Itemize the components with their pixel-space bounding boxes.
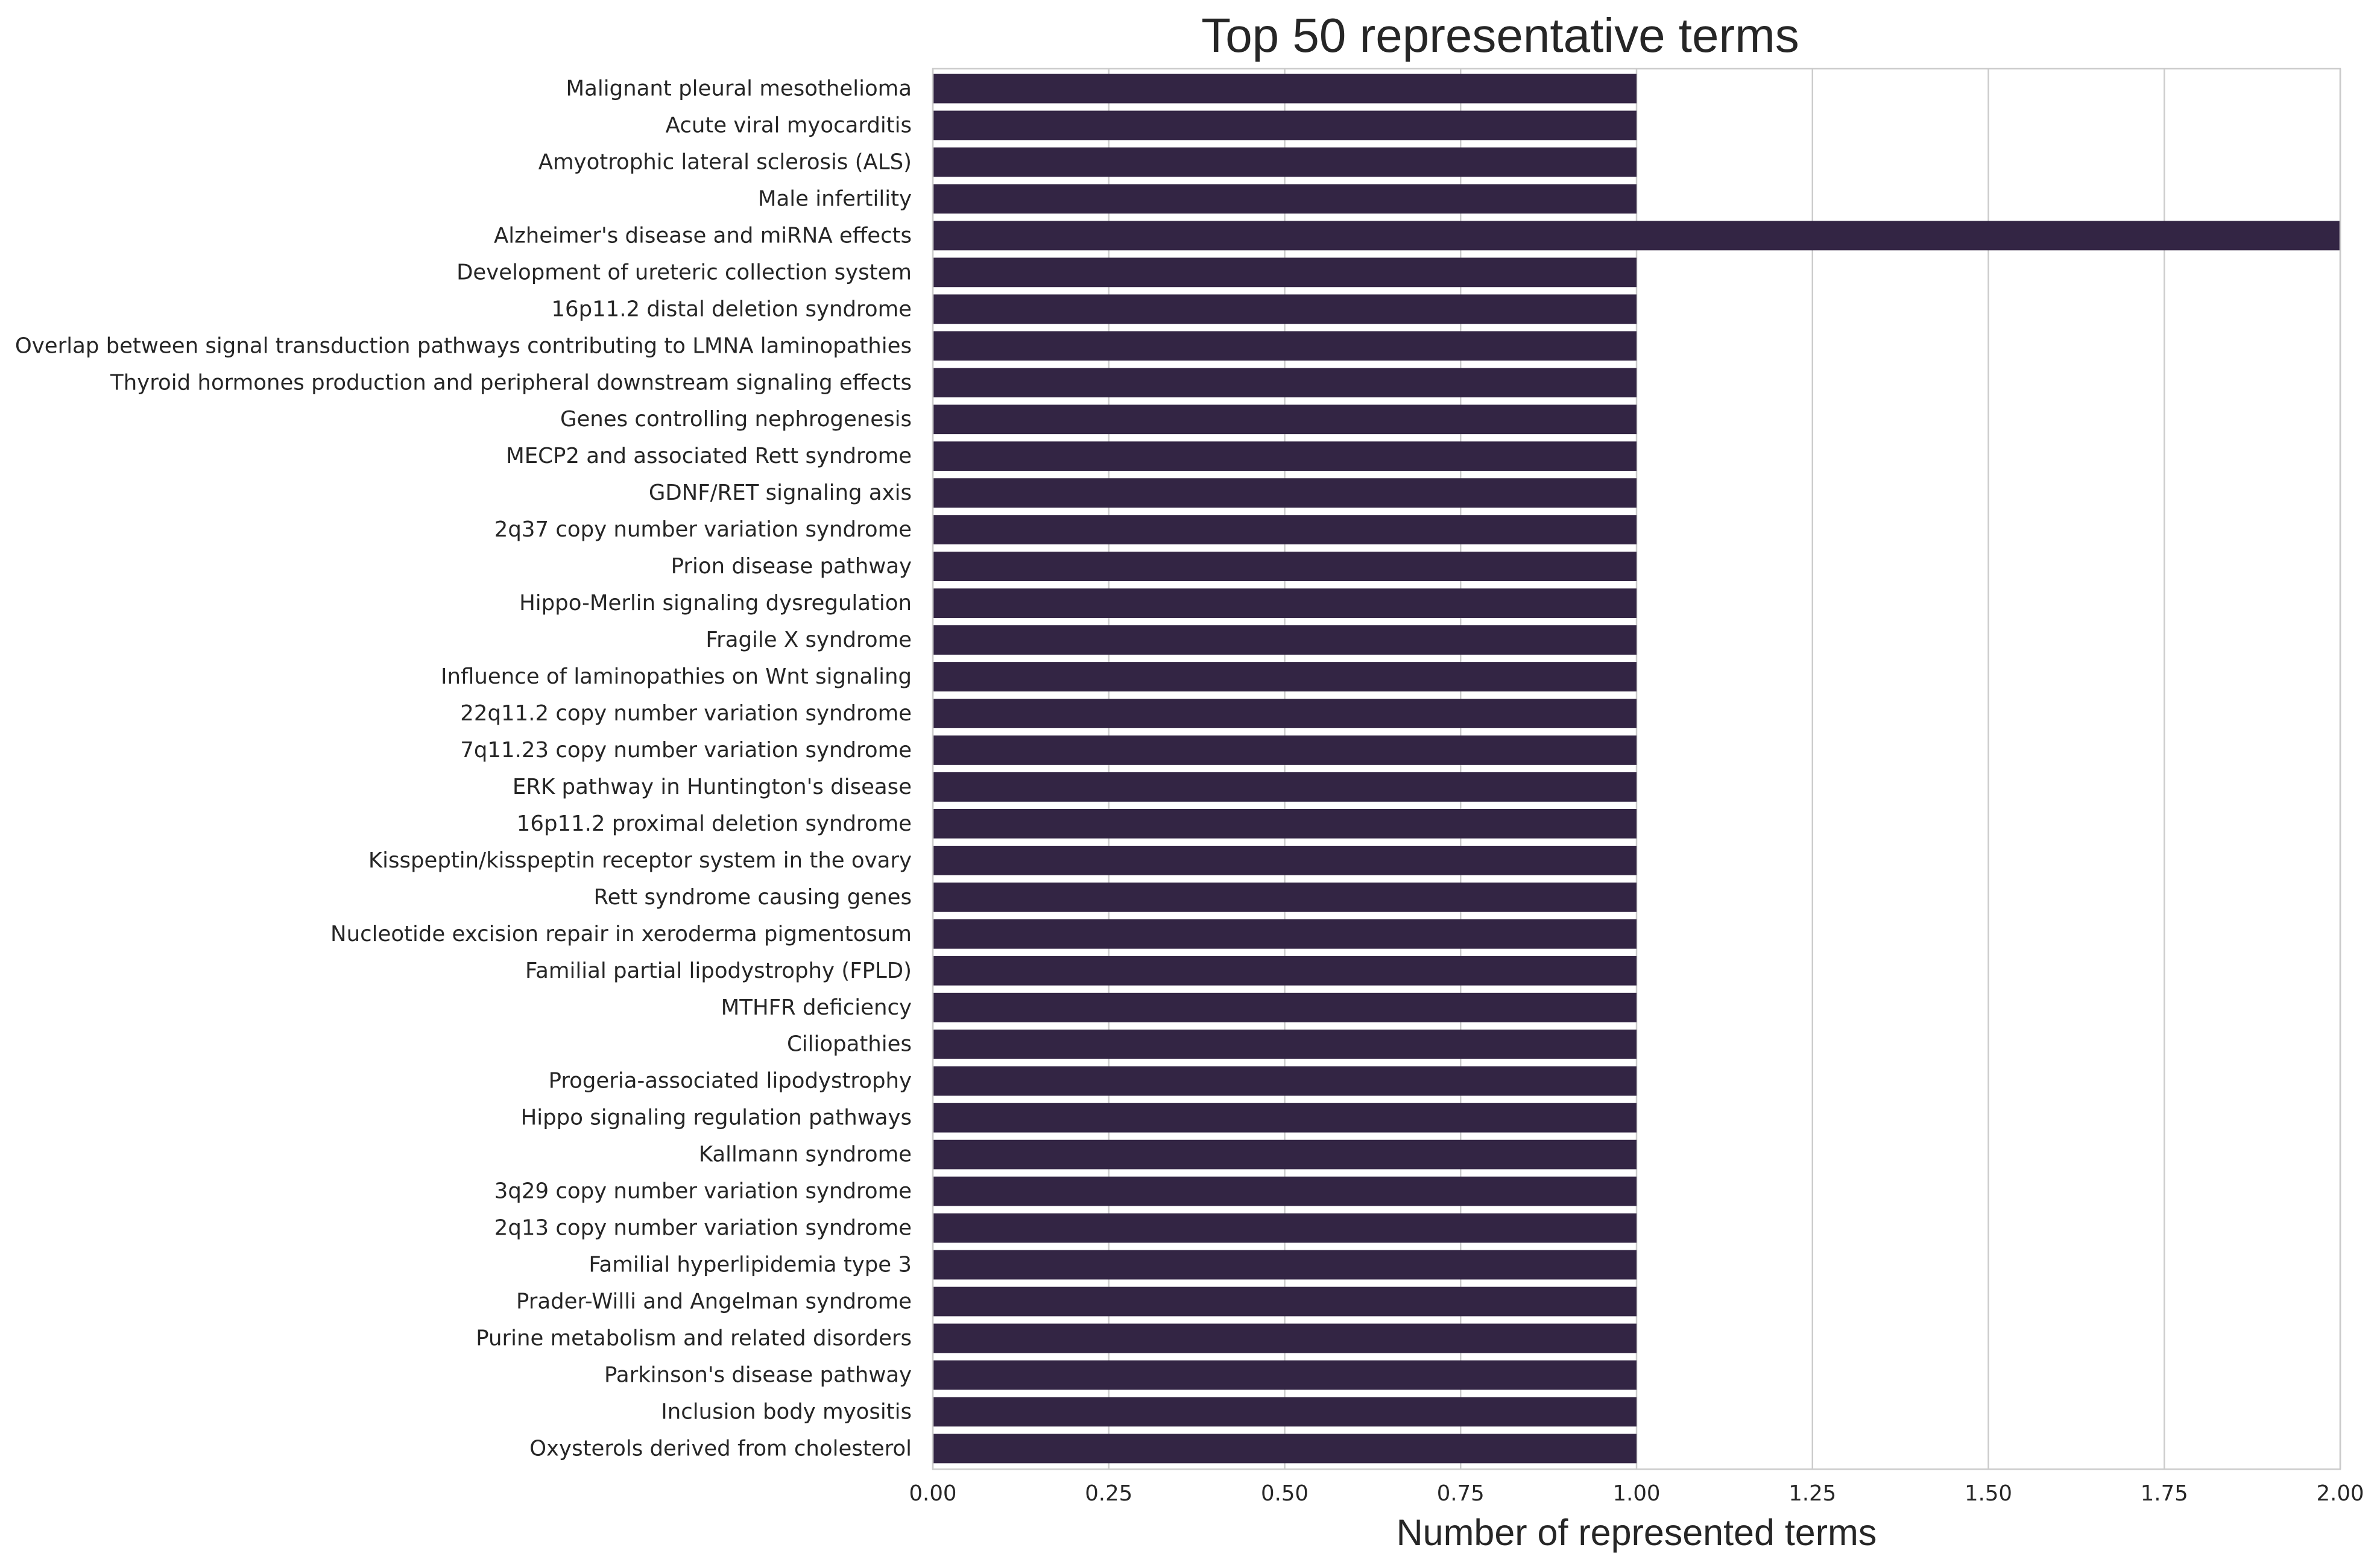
bar [933, 405, 1637, 435]
x-tick-label: 1.25 [1788, 1481, 1836, 1506]
bar [933, 478, 1637, 508]
y-tick-label: Ciliopathies [787, 1032, 912, 1057]
bar [933, 257, 1637, 288]
y-tick-label: Hippo signaling regulation pathways [521, 1106, 912, 1130]
y-tick-label: Fragile X syndrome [706, 628, 912, 652]
y-tick-label: Nucleotide excision repair in xeroderma … [330, 922, 912, 946]
bar [933, 1213, 1637, 1243]
y-tick-label: Rett syndrome causing genes [594, 885, 912, 910]
bar [933, 625, 1637, 655]
y-tick-label: Kisspeptin/kisspeptin receptor system in… [368, 848, 912, 873]
bar [933, 1029, 1637, 1059]
y-tick-label: 3q29 copy number variation syndrome [494, 1179, 912, 1204]
x-tick-label: 1.00 [1612, 1481, 1660, 1506]
bar [933, 662, 1637, 691]
y-tick-label: Prion disease pathway [671, 554, 912, 579]
y-tick-label: Familial hyperlipidemia type 3 [589, 1253, 912, 1277]
y-tick-label: 2q37 copy number variation syndrome [494, 517, 912, 542]
bar [933, 147, 1637, 177]
y-tick-label: 7q11.23 copy number variation syndrome [460, 738, 912, 763]
bar [933, 809, 1637, 839]
bar [933, 184, 1637, 214]
y-tick-label: Alzheimer's disease and miRNA effects [494, 223, 912, 248]
y-tick-label: Purine metabolism and related disorders [476, 1326, 912, 1350]
y-tick-label: Amyotrophic lateral sclerosis (ALS) [538, 150, 912, 174]
bar [933, 1286, 1637, 1317]
y-tick-label: Acute viral myocarditis [666, 113, 912, 137]
bar [933, 772, 1637, 802]
bar [933, 1434, 1637, 1464]
bar [933, 882, 1637, 912]
x-tick-labels: 0.00 0.25 0.50 0.75 1.00 1.25 1.50 1.75 2.00 [909, 1481, 2364, 1506]
y-tick-label: Hippo-Merlin signaling dysregulation [519, 591, 912, 616]
bar [933, 992, 1637, 1022]
bar [933, 1250, 1637, 1280]
bar [933, 368, 1637, 398]
y-tick-label: Familial partial lipodystrophy (FPLD) [525, 959, 912, 983]
bar [933, 735, 1637, 765]
y-tick-label: Influence of laminopathies on Wnt signal… [441, 664, 912, 689]
bar [933, 441, 1637, 471]
x-tick-label: 0.50 [1261, 1481, 1309, 1506]
y-tick-label: Development of ureteric collection syste… [456, 260, 912, 285]
bars [933, 74, 2340, 1464]
y-tick-label: Inclusion body myositis [661, 1399, 912, 1424]
y-tick-label: Genes controlling nephrogenesis [560, 407, 912, 432]
bar [933, 1176, 1637, 1206]
y-tick-label: Prader-Willi and Angelman syndrome [516, 1289, 912, 1314]
bar [933, 1139, 1637, 1170]
x-tick-label: 0.00 [909, 1481, 956, 1506]
y-tick-label: GDNF/RET signaling axis [649, 480, 912, 505]
bar [933, 552, 1637, 582]
bar [933, 845, 1637, 875]
bar [933, 221, 2340, 251]
x-tick-label: 1.75 [2141, 1481, 2188, 1506]
chart-title: Top 50 representative terms [1201, 8, 1799, 62]
bar [933, 1066, 1637, 1096]
bar [933, 515, 1637, 545]
bar [933, 956, 1637, 986]
bar [933, 1360, 1637, 1390]
y-tick-label: Male infertility [758, 186, 912, 211]
y-tick-label: 16p11.2 distal deletion syndrome [551, 297, 912, 321]
bar [933, 331, 1637, 361]
y-tick-label: Parkinson's disease pathway [604, 1362, 912, 1387]
bar [933, 588, 1637, 618]
y-tick-label: 22q11.2 copy number variation syndrome [460, 701, 912, 726]
x-tick-label: 0.75 [1437, 1481, 1485, 1506]
x-axis-label: Number of represented terms [1397, 1512, 1877, 1553]
y-tick-label: Malignant pleural mesothelioma [566, 77, 912, 101]
bar [933, 110, 1637, 140]
y-tick-label: MECP2 and associated Rett syndrome [506, 444, 912, 468]
x-tick-label: 0.25 [1085, 1481, 1132, 1506]
bar [933, 919, 1637, 949]
x-tick-label: 1.50 [1965, 1481, 2012, 1506]
y-tick-label: Overlap between signal transduction path… [15, 333, 912, 358]
y-tick-label: 2q13 copy number variation syndrome [494, 1216, 912, 1241]
plot-frame [932, 68, 2341, 1470]
bar [933, 699, 1637, 728]
bar [933, 1397, 1637, 1427]
y-tick-label: Oxysterols derived from cholesterol [529, 1436, 912, 1461]
y-tick-label: Thyroid hormones production and peripher… [110, 370, 912, 395]
y-tick-labels: Malignant pleural mesothelioma Acute vira… [15, 77, 912, 1461]
y-tick-label: Kallmann syndrome [699, 1142, 912, 1167]
bar [933, 1323, 1637, 1353]
x-tick-label: 2.00 [2316, 1481, 2364, 1506]
y-tick-label: ERK pathway in Huntington's disease [513, 775, 912, 799]
y-tick-label: 16p11.2 proximal deletion syndrome [517, 811, 912, 836]
bar [933, 74, 1637, 104]
y-tick-label: MTHFR deficiency [721, 995, 912, 1020]
bar [933, 294, 1637, 324]
y-tick-label: Progeria-associated lipodystrophy [549, 1069, 912, 1094]
bar [933, 1103, 1637, 1133]
